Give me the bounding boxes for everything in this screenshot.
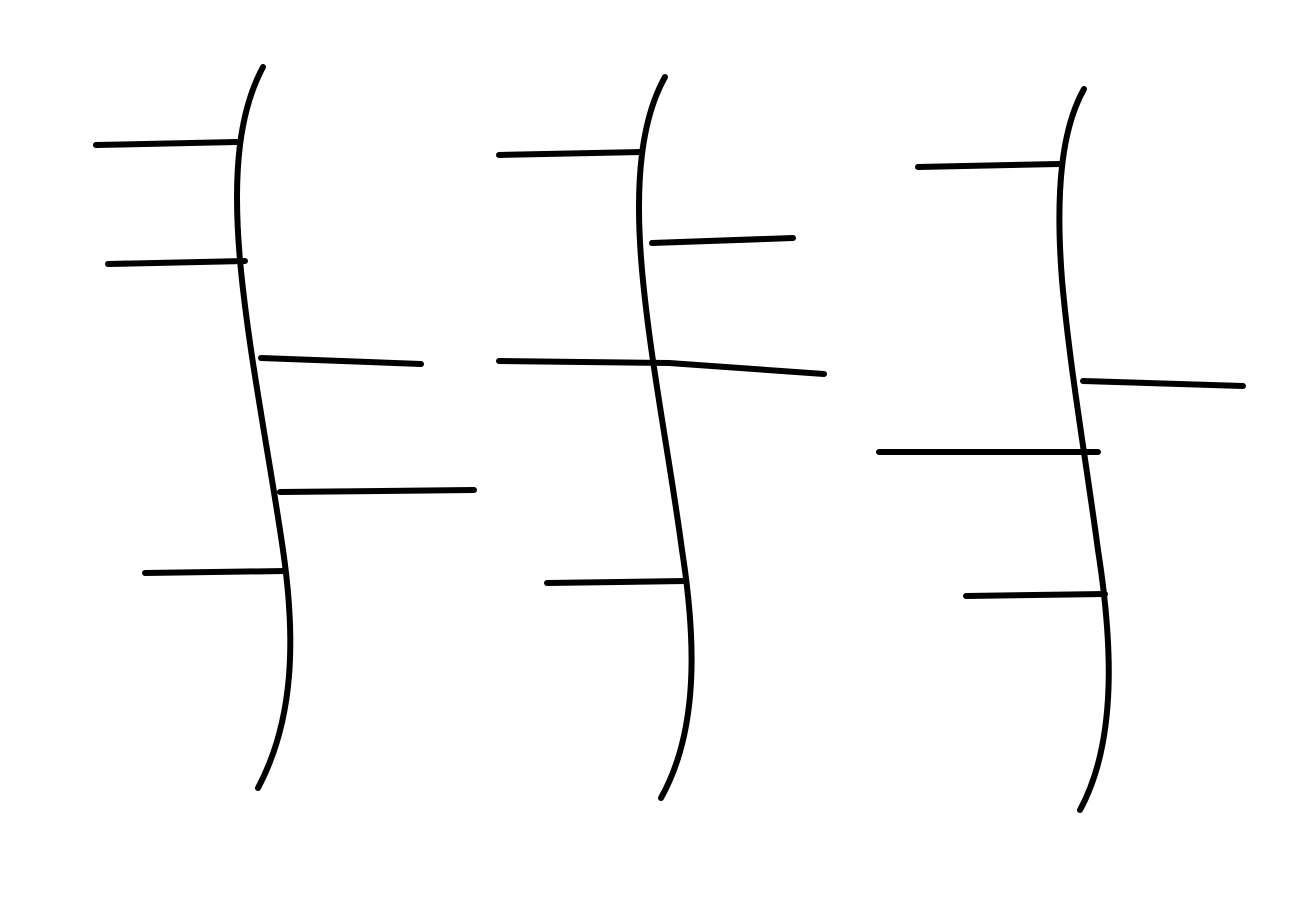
stroke-2-branch-2 [649,235,796,246]
stroke-1-branch-1 [93,139,240,148]
stroke-2-branch-1 [496,149,644,158]
stroke-3-spine [1056,86,1112,813]
stroke-3 [876,86,1246,813]
stroke-3-branch-4 [963,591,1108,599]
stroke-1-branch-4 [277,487,477,495]
stroke-1-branch-2 [105,258,248,267]
stroke-3-branch-2 [1080,378,1246,389]
stroke-2-branch-3 [496,358,827,377]
stroke-1-branch-3 [258,355,424,367]
stroke-1-branch-5 [142,568,288,576]
stroke-3-branch-1 [915,161,1062,170]
stroke-1-spine [233,64,294,791]
stroke-1 [93,64,477,791]
stroke-2-branch-4 [544,578,689,586]
stroke-2-spine [635,74,695,801]
stroke-2 [496,74,827,801]
